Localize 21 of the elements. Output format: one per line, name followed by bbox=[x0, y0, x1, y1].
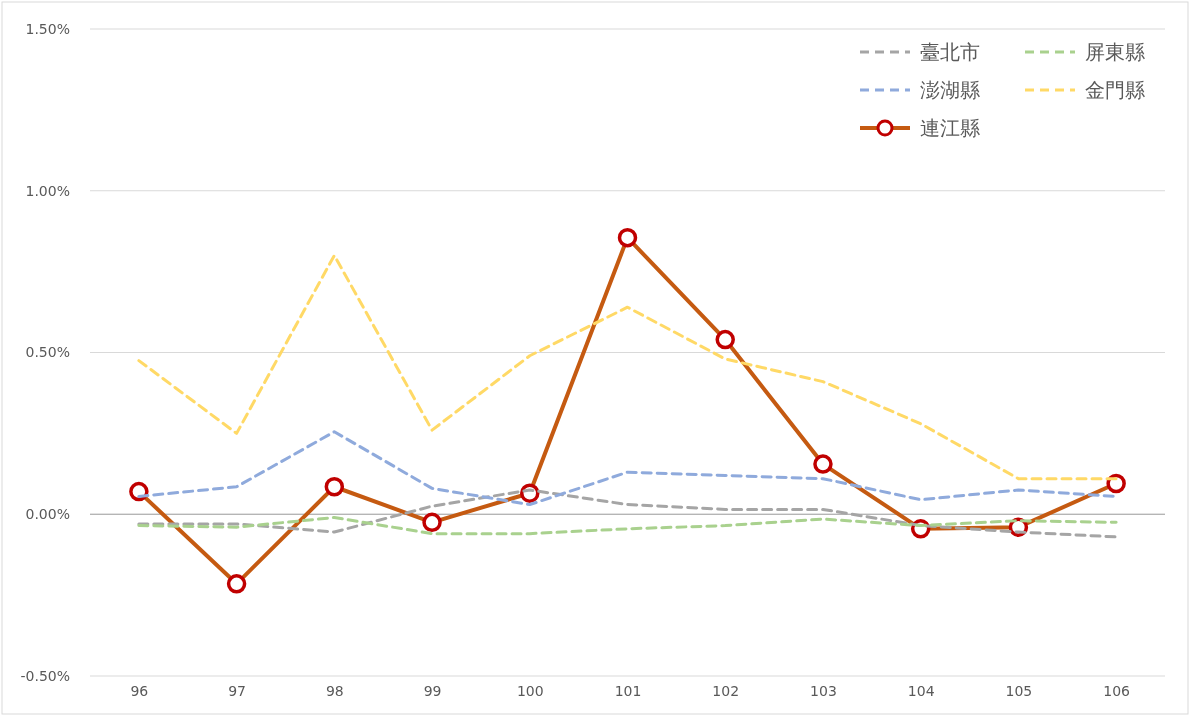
x-tick-label: 105 bbox=[1005, 682, 1033, 699]
x-tick-label: 104 bbox=[907, 682, 935, 699]
x-tick-label: 97 bbox=[228, 682, 246, 699]
x-tick-label: 103 bbox=[810, 682, 837, 699]
y-tick-label: 0.00% bbox=[25, 506, 70, 523]
x-tick-label: 98 bbox=[325, 682, 344, 699]
y-tick-label: 0.50% bbox=[25, 344, 70, 361]
y-tick-label: 1.00% bbox=[25, 182, 70, 199]
x-tick-label: 102 bbox=[712, 682, 740, 699]
y-tick-label: -0.50% bbox=[20, 667, 70, 684]
x-tick-label: 100 bbox=[516, 682, 544, 699]
legend-label: 澎湖縣 bbox=[920, 78, 980, 102]
x-tick-label: 96 bbox=[130, 682, 149, 699]
y-tick-label: 1.50% bbox=[25, 20, 70, 37]
legend-label: 連江縣 bbox=[920, 116, 980, 140]
x-tick-label: 101 bbox=[614, 682, 642, 699]
legend-label: 屏東縣 bbox=[1085, 40, 1145, 64]
x-tick-label: 99 bbox=[423, 682, 442, 699]
legend-label: 金門縣 bbox=[1085, 78, 1145, 102]
legend-label: 臺北市 bbox=[920, 40, 980, 64]
x-tick-label: 106 bbox=[1103, 682, 1131, 699]
